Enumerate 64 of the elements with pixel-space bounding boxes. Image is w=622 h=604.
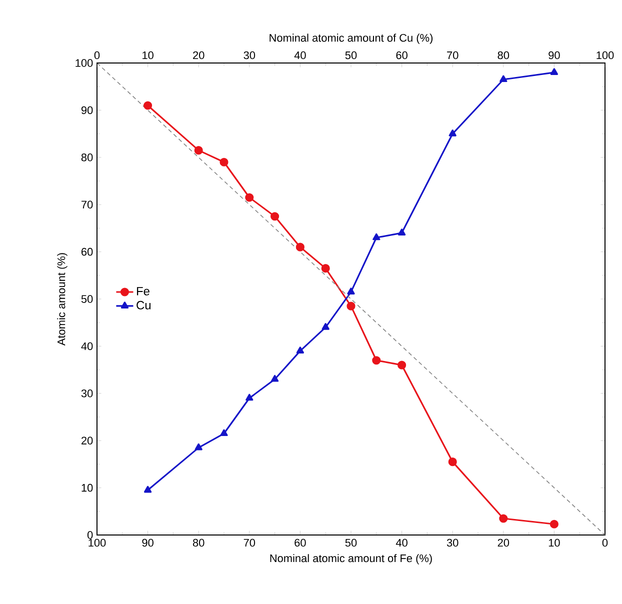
point — [322, 323, 330, 330]
point — [372, 356, 381, 365]
x2-tick-label: 40 — [294, 51, 306, 60]
y-tick-label: 40 — [81, 342, 93, 350]
x-tick-label: 20 — [498, 538, 510, 547]
point — [550, 520, 558, 528]
point — [448, 458, 457, 466]
point — [346, 302, 356, 310]
x2-tick-label: 100 — [596, 51, 614, 60]
x-tick-label: 100 — [88, 538, 106, 547]
point — [270, 212, 280, 221]
x2-tick-label: 80 — [498, 51, 510, 60]
x2-tick-label: 0 — [94, 51, 100, 60]
x2-tick-label: 20 — [193, 51, 204, 60]
point — [220, 158, 228, 166]
y-tick-label: 80 — [81, 154, 93, 162]
point — [372, 233, 380, 240]
point — [194, 443, 202, 450]
x-tick-label: 80 — [192, 538, 204, 547]
x2-axis-title: Nominal atomic amount of Cu (%) — [270, 34, 433, 44]
x-tick-label: 90 — [142, 538, 154, 547]
point — [448, 130, 456, 136]
point — [246, 394, 254, 401]
point — [220, 429, 228, 436]
point — [144, 486, 152, 493]
point — [245, 193, 254, 202]
y-tick-label: 70 — [82, 200, 93, 208]
point — [550, 68, 558, 75]
y-tick-label: 90 — [81, 106, 93, 114]
x2-tick-label: 30 — [244, 51, 256, 60]
legend-label: Fe — [137, 287, 150, 296]
x-tick-label: 50 — [345, 538, 357, 547]
point — [398, 360, 406, 370]
point — [296, 346, 304, 354]
point — [194, 146, 203, 155]
x-tick-label: 0 — [602, 538, 608, 547]
y-tick-label: 0 — [87, 531, 93, 539]
x2-tick-label: 70 — [447, 51, 458, 60]
y-tick-label: 60 — [82, 248, 93, 256]
x2-tick-label: 90 — [548, 51, 560, 60]
x2-tick-label: 60 — [396, 51, 408, 60]
x-tick-label: 40 — [396, 538, 408, 547]
point — [270, 374, 279, 382]
legend-label: Cu — [136, 300, 151, 310]
x-tick-label: 60 — [294, 538, 306, 547]
y-tick-label: 10 — [82, 484, 93, 492]
point — [500, 75, 508, 82]
x-axis-title: Nominal atomic amount of Fe (%) — [270, 554, 432, 564]
y-axis-title: Atomic amount (%) — [57, 253, 68, 346]
y-tick-label: 30 — [81, 390, 93, 398]
point — [499, 514, 508, 523]
x-tick-label: 10 — [548, 538, 560, 547]
point — [347, 288, 355, 294]
point — [144, 101, 152, 110]
y-tick-label: 20 — [82, 436, 93, 444]
x-tick-label: 70 — [244, 538, 256, 547]
point — [296, 242, 304, 252]
point — [321, 264, 330, 273]
point — [398, 228, 406, 236]
x2-tick-label: 10 — [142, 51, 154, 60]
x-tick-label: 30 — [446, 538, 458, 547]
y-tick-label: 50 — [81, 295, 93, 303]
y-tick-label: 100 — [76, 59, 93, 67]
x2-tick-label: 50 — [345, 51, 357, 60]
